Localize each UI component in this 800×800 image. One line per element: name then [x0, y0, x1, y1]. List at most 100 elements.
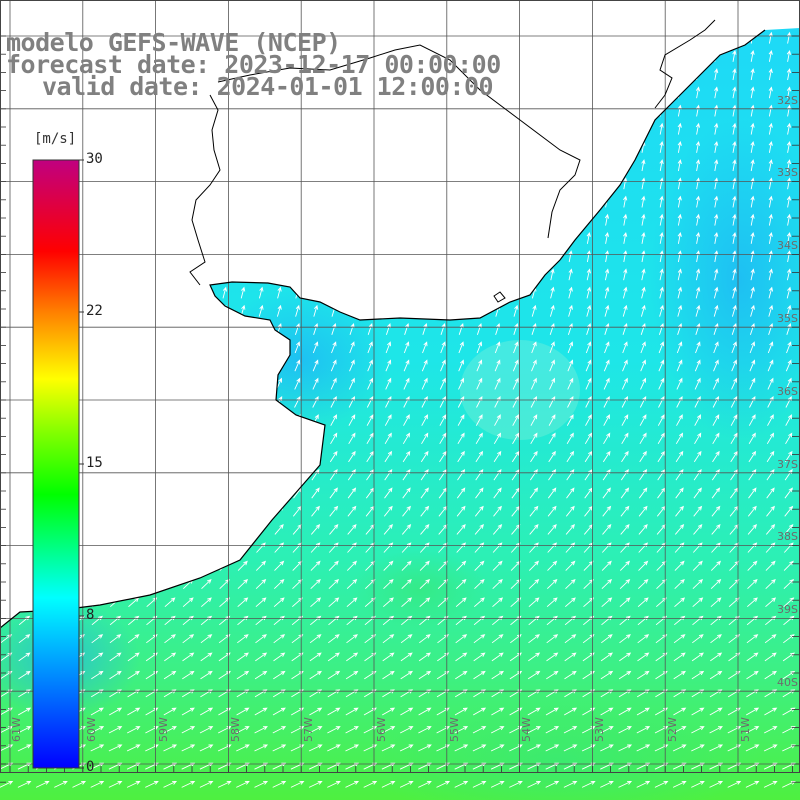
- wind-arrow: [404, 304, 410, 317]
- wind-arrow: [203, 323, 209, 335]
- wind-arrow: [258, 304, 264, 317]
- wind-arrow: [186, 213, 191, 226]
- wind-arrow: [550, 286, 555, 299]
- wind-arrow: [532, 104, 537, 117]
- wind-arrow: [456, 487, 466, 499]
- wind-arrow: [585, 341, 592, 354]
- wind-arrow: [563, 726, 578, 734]
- wind-arrow: [168, 104, 173, 117]
- wind-arrow: [747, 505, 757, 517]
- wind-arrow: [237, 597, 249, 608]
- wind-arrow: [750, 268, 755, 281]
- wind-arrow: [441, 177, 446, 190]
- wind-arrow: [587, 15, 590, 26]
- wind-arrow: [113, 213, 118, 226]
- wind-arrow: [602, 505, 612, 517]
- wind-arrow: [110, 542, 121, 553]
- wind-arrow: [713, 304, 719, 317]
- wind-arrow: [422, 268, 428, 281]
- wind-arrow: [238, 450, 247, 463]
- wind-arrow: [329, 450, 338, 463]
- wind-arrow: [441, 140, 446, 153]
- wind-arrow: [148, 414, 155, 426]
- wind-arrow: [638, 524, 648, 535]
- wind-arrow: [108, 707, 123, 716]
- wind-arrow: [513, 31, 519, 44]
- wind-arrow: [586, 231, 591, 244]
- wind-arrow: [531, 341, 537, 354]
- wind-arrow: [641, 49, 646, 62]
- wind-arrow: [313, 122, 318, 135]
- wind-arrow: [677, 159, 682, 172]
- wind-arrow: [274, 560, 285, 571]
- wind-arrow: [637, 670, 650, 680]
- wind-arrow: [711, 505, 721, 517]
- wind-arrow: [21, 377, 28, 390]
- wind-arrow: [131, 268, 136, 281]
- wind-arrow: [1, 542, 11, 553]
- wind-arrow: [95, 177, 100, 190]
- wind-arrow: [41, 15, 44, 26]
- wind-arrow: [712, 450, 720, 463]
- wind-arrow: [658, 341, 665, 354]
- wind-arrow: [113, 231, 118, 244]
- wind-arrow: [259, 15, 262, 26]
- wind-arrow: [477, 104, 482, 117]
- wind-arrow: [254, 780, 269, 788]
- wind-arrow: [274, 524, 284, 535]
- wind-arrow: [492, 597, 504, 608]
- wind-arrow: [148, 359, 155, 372]
- wind-arrow: [404, 122, 409, 135]
- forecast-date: forecast date: 2023-12-17 00:00:00: [6, 50, 501, 79]
- wind-arrow: [186, 159, 191, 172]
- wind-arrow: [331, 250, 337, 263]
- wind-arrow: [403, 395, 410, 408]
- wind-arrow: [368, 195, 373, 208]
- wind-arrow: [254, 707, 268, 716]
- wind-arrow: [457, 395, 465, 408]
- wind-arrow: [568, 304, 573, 317]
- wind-arrow: [639, 432, 647, 445]
- wind-arrow: [368, 250, 373, 263]
- wind-arrow: [546, 597, 558, 608]
- wind-arrow: [477, 286, 482, 299]
- wind-arrow: [349, 341, 355, 354]
- wind-arrow: [623, 177, 628, 190]
- wind-arrow: [732, 31, 737, 44]
- wind-arrow: [149, 268, 155, 281]
- wind-arrow: [495, 323, 501, 335]
- wind-arrow: [566, 487, 575, 499]
- wind-arrow: [749, 395, 756, 408]
- wind-arrow: [368, 268, 373, 281]
- wind-arrow: [619, 560, 631, 571]
- wind-arrow: [149, 140, 155, 153]
- wind-arrow: [382, 670, 395, 680]
- wind-arrow: [677, 31, 682, 44]
- wind-arrow: [350, 15, 353, 26]
- wind-arrow: [368, 177, 373, 190]
- wind-arrow: [4, 104, 9, 117]
- wind-arrow: [129, 450, 138, 463]
- wind-arrow: [494, 341, 501, 354]
- wind-arrow: [329, 524, 339, 535]
- wind-arrow: [495, 268, 500, 281]
- wind-arrow: [749, 377, 756, 390]
- wind-arrow: [659, 286, 664, 299]
- wind-arrow: [477, 268, 482, 281]
- wind-arrow: [181, 744, 196, 752]
- wind-arrow: [605, 15, 608, 26]
- wind-arrow: [294, 341, 301, 354]
- wind-arrow: [546, 652, 559, 662]
- wind-arrow: [183, 560, 194, 571]
- wind-arrow: [547, 487, 557, 499]
- wind-arrow: [786, 31, 792, 44]
- wind-arrow: [495, 122, 500, 135]
- wind-arrow: [528, 652, 541, 662]
- wind-arrow: [204, 104, 209, 117]
- wind-arrow: [532, 68, 537, 81]
- wind-arrow: [311, 450, 320, 463]
- wind-arrow: [677, 177, 682, 190]
- wind-arrow: [403, 359, 410, 372]
- wind-arrow: [622, 341, 628, 354]
